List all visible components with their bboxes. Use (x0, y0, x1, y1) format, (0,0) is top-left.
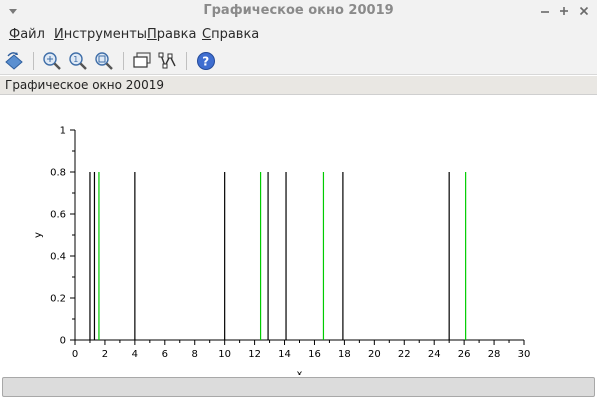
zoom-in-icon[interactable]: 1 (67, 50, 89, 72)
y-tick-label: 0 (60, 336, 66, 347)
svg-text:?: ? (202, 55, 209, 69)
plot-canvas[interactable]: 0 2 4 6 8 10 12 14 16 18 20 22 24 26 28 30 0 0.2 0.4 0.6 0.8… (0, 95, 597, 375)
window-menu-icon[interactable] (7, 5, 19, 17)
menu-help[interactable]: Справка (202, 27, 259, 42)
y-tick-label: 0.4 (50, 252, 66, 263)
x-tick-label: 6 (162, 349, 168, 360)
help-icon[interactable]: ? (195, 50, 217, 72)
svg-text:1: 1 (73, 55, 78, 64)
menu-help-label: правка (211, 27, 260, 42)
zoom-fit-icon[interactable] (93, 50, 115, 72)
menu-tools[interactable]: Инструменты (54, 27, 147, 42)
x-tick-label: 26 (458, 349, 471, 360)
x-tick-label: 28 (488, 349, 501, 360)
bar-chart[interactable]: 0 2 4 6 8 10 12 14 16 18 20 22 24 26 28 3000.20.40.60.8… (0, 95, 597, 376)
x-tick-label: 4 (132, 349, 138, 360)
y-tick-label: 0.2 (50, 294, 66, 305)
y-tick-label: 1 (60, 126, 66, 137)
datatip-icon[interactable] (131, 50, 153, 72)
status-bar (2, 377, 595, 397)
menu-file-label: айл (20, 27, 45, 42)
x-axis-label: x (297, 369, 303, 375)
toolbar-separator (33, 52, 34, 70)
x-tick-label: 30 (518, 349, 531, 360)
menu-tools-label: нструменты (63, 27, 148, 42)
menu-edit-label: равка (156, 27, 197, 42)
x-tick-label: 20 (368, 349, 381, 360)
window-title: Графическое окно 20019 (203, 3, 394, 18)
zoom-area-icon[interactable] (41, 50, 63, 72)
x-tick-label: 14 (278, 349, 291, 360)
x-tick-label: 10 (218, 349, 231, 360)
edit-curve-icon[interactable] (157, 50, 179, 72)
y-tick-label: 0.8 (50, 168, 66, 179)
x-tick-label: 0 (72, 349, 78, 360)
figure-label: Графическое окно 20019 (5, 78, 164, 92)
x-tick-label: 8 (192, 349, 198, 360)
menu-help-mnemonic: С (202, 27, 212, 42)
x-tick-label: 22 (398, 349, 411, 360)
y-axis-label: y (33, 232, 44, 238)
menu-edit-mnemonic: П (147, 27, 157, 42)
toolbar-separator (186, 52, 187, 70)
rotate-icon[interactable] (3, 50, 25, 72)
toolbar: 1 ? (0, 46, 597, 75)
title-bar: Графическое окно 20019 (0, 0, 597, 23)
x-tick-label: 18 (338, 349, 351, 360)
close-icon[interactable] (576, 3, 592, 19)
x-tick-label: 24 (428, 349, 441, 360)
menu-file[interactable]: Файл (9, 27, 45, 42)
toolbar-separator (123, 52, 124, 70)
maximize-icon[interactable] (556, 3, 572, 19)
x-tick-label: 16 (308, 349, 321, 360)
y-tick-label: 0.6 (50, 210, 66, 221)
minimize-icon[interactable] (537, 3, 553, 19)
menu-file-mnemonic: Ф (9, 27, 21, 42)
x-tick-label: 2 (102, 349, 108, 360)
menu-edit[interactable]: Правка (147, 27, 196, 42)
menu-bar: Файл Инструменты Правка Справка (0, 23, 597, 46)
figure-label-bar: Графическое окно 20019 (0, 76, 597, 95)
x-tick-label: 12 (248, 349, 261, 360)
menu-tools-mnemonic: И (54, 27, 64, 42)
